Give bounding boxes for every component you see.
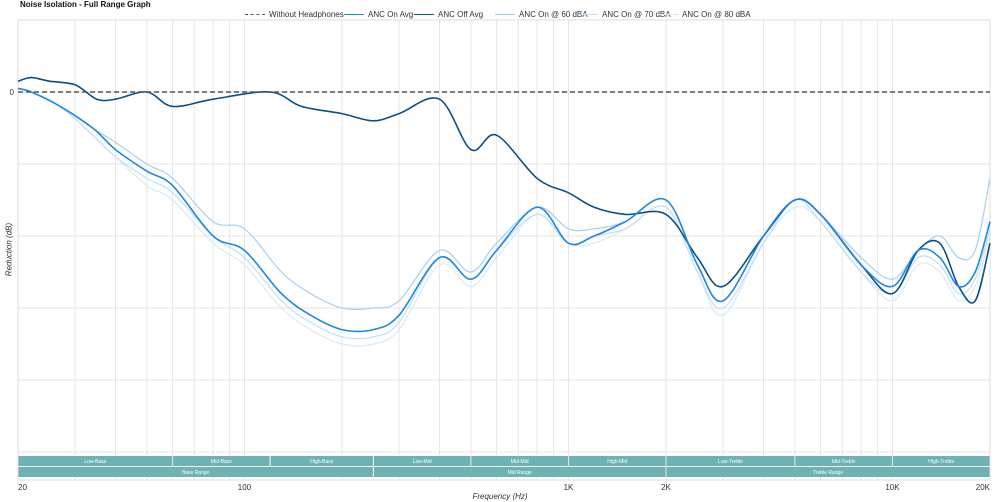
legend-swatch — [658, 13, 678, 15]
legend-swatch — [578, 13, 598, 15]
legend-swatch — [495, 13, 515, 15]
legend-label: ANC On @ 70 dBA — [602, 9, 671, 19]
range-band-main-label: Bass Range — [182, 470, 209, 476]
range-band-sub-cell — [795, 456, 892, 466]
range-band-sub-cell — [373, 456, 471, 466]
range-band-main-label: Mid Range — [508, 470, 532, 476]
series-line-anc-on-avg — [17, 87, 991, 333]
legend-item: ANC On @ 80 dBA — [658, 8, 751, 20]
x-tick-label: 1K — [564, 483, 574, 492]
x-tick-label: 20 — [18, 483, 27, 492]
chart-legend: Without Headphones ANC On Avg ANC Off Avg A… — [0, 8, 1000, 20]
range-band-sub-cell — [666, 456, 795, 466]
legend-label: ANC On @ 60 dBA — [519, 9, 588, 19]
range-band-sub-label: Mid-Treble — [832, 459, 856, 465]
series-line-anc-on-80-dba — [17, 87, 991, 347]
x-tick-label: 100 — [238, 483, 252, 492]
legend-item: Without Headphones — [245, 8, 344, 20]
range-band-sub-cell — [471, 456, 568, 466]
y-axis-label: Reduction (dB) — [4, 222, 14, 277]
range-band-sub-cell — [173, 456, 270, 466]
range-band-main-cell — [18, 467, 373, 477]
range-band-sub-label: Low-Bass — [84, 459, 106, 465]
legend-swatch — [245, 13, 265, 15]
series-line-anc-off-avg — [17, 76, 991, 304]
legend-swatch — [344, 13, 364, 15]
legend-label: ANC On Avg — [368, 9, 414, 19]
legend-item: ANC Off Avg — [414, 8, 483, 20]
range-band-sub-cell — [18, 456, 173, 466]
range-band-sub-label: High-Bass — [310, 459, 334, 465]
y-tick-label: 0 — [10, 88, 15, 97]
chart-title: Noise Isolation - Full Range Graph — [20, 0, 151, 9]
legend-label: Without Headphones — [269, 9, 344, 19]
range-band-sub-label: Mid-Mid — [511, 459, 529, 465]
range-band-sub-cell — [568, 456, 666, 466]
series-line-anc-on-70-dba — [17, 87, 991, 340]
legend-item: ANC On Avg — [344, 8, 413, 20]
x-tick-label: 10K — [885, 483, 900, 492]
legend-item: ANC On @ 70 dBA — [578, 8, 671, 20]
range-band-sub-cell — [270, 456, 373, 466]
legend-swatch — [414, 13, 434, 15]
range-band-main-cell — [373, 467, 666, 477]
range-band-sub-label: High-Mid — [607, 459, 627, 465]
range-band-sub-label: Mid-Bass — [211, 459, 232, 465]
legend-label: ANC On @ 80 dBA — [682, 9, 751, 19]
plot-frame — [17, 19, 991, 481]
range-band-sub-label: Low-Treble — [718, 459, 743, 465]
x-tick-label: 2K — [661, 483, 671, 492]
legend-item: ANC On @ 60 dBA — [495, 8, 588, 20]
range-band-sub-label: High-Treble — [928, 459, 954, 465]
legend-label: ANC Off Avg — [438, 9, 484, 19]
x-tick-label: 20K — [976, 483, 991, 492]
range-band-main-label: Treble Range — [813, 470, 843, 476]
x-axis-label: Frequency (Hz) — [472, 492, 528, 501]
range-band-main-cell — [666, 467, 990, 477]
series-line-anc-on-60-dba — [17, 87, 991, 310]
range-band-sub-cell — [892, 456, 990, 466]
range-band-sub-label: Low-Mid — [413, 459, 432, 465]
